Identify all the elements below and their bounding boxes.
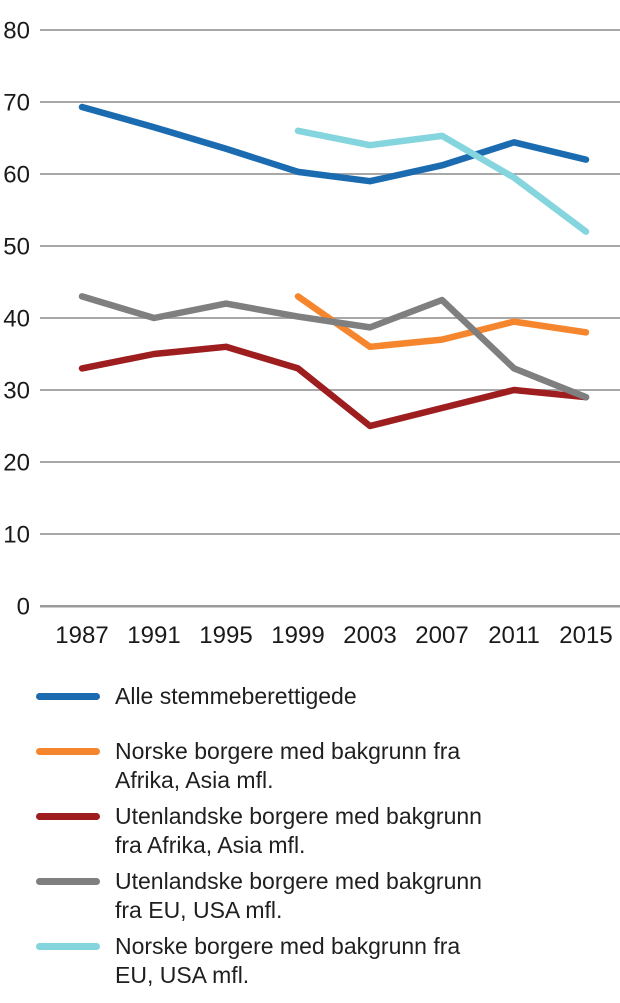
x-tick-label: 2007 (415, 622, 468, 649)
series-line-2 (78, 343, 590, 430)
legend-item-utenlandske-afrika-asia: Utenlandske borgere med bakgrunn fra Afr… (36, 802, 610, 860)
y-tick-label: 50 (3, 234, 30, 261)
legend-label-line: fra EU, USA mfl. (115, 897, 283, 923)
legend-item-alle-stemmeberettigede: Alle stemmeberettigede (36, 682, 610, 711)
legend-label-line: Afrika, Asia mfl. (115, 767, 274, 793)
legend-label: Alle stemmeberettigede (115, 682, 357, 711)
legend-label-line: Norske borgere med bakgrunn fra (115, 933, 461, 959)
x-tick-label: 2015 (559, 622, 612, 649)
y-tick-label: 30 (3, 378, 30, 405)
x-tick-label: 2003 (343, 622, 396, 649)
legend-swatch-gray (36, 878, 100, 885)
legend-swatch-darkred (36, 813, 100, 820)
series-line-1 (294, 293, 590, 351)
legend-label: Norske borgere med bakgrunn fra EU, USA … (115, 932, 460, 990)
y-tick-label: 60 (3, 162, 30, 189)
legend-label-line: Utenlandske borgere med bakgrunn (115, 868, 482, 894)
y-tick-label: 0 (17, 594, 30, 621)
legend-swatch-cyan (36, 943, 100, 950)
x-tick-label: 1991 (127, 622, 180, 649)
series-line-3 (78, 293, 590, 401)
x-tick-label: 1999 (271, 622, 324, 649)
legend-label: Norske borgere med bakgrunn fra Afrika, … (115, 737, 460, 795)
legend-label-line: fra Afrika, Asia mfl. (115, 832, 306, 858)
x-tick-label: 1987 (55, 622, 108, 649)
y-tick-label: 10 (3, 522, 30, 549)
legend-label-line: EU, USA mfl. (115, 962, 250, 988)
legend-label-line: Utenlandske borgere med bakgrunn (115, 803, 482, 829)
y-tick-label: 40 (3, 306, 30, 333)
legend-item-norske-eu-usa: Norske borgere med bakgrunn fra EU, USA … (36, 932, 610, 990)
y-tick-label: 80 (3, 18, 30, 45)
legend-label: Utenlandske borgere med bakgrunn fra EU,… (115, 867, 482, 925)
turnout-line-chart: 0 10 20 30 40 50 60 70 80 1987 1991 1995 1999 2003 200… (3, 18, 620, 649)
legend-label: Utenlandske borgere med bakgrunn fra Afr… (115, 802, 482, 860)
legend-label-line: Norske borgere med bakgrunn fra (115, 738, 461, 764)
legend-item-utenlandske-eu-usa: Utenlandske borgere med bakgrunn fra EU,… (36, 867, 610, 925)
x-tick-label: 2011 (488, 622, 540, 649)
series-line-4 (294, 127, 590, 235)
chart-legend: Alle stemmeberettigede Norske borgere me… (0, 658, 620, 990)
x-tick-label: 1995 (199, 622, 252, 649)
legend-label-line: Alle stemmeberettigede (115, 683, 357, 709)
y-tick-label: 70 (3, 90, 30, 117)
series-line-0 (78, 103, 590, 185)
legend-item-norske-afrika-asia: Norske borgere med bakgrunn fra Afrika, … (36, 737, 610, 795)
legend-swatch-blue (36, 693, 100, 700)
legend-swatch-orange (36, 748, 100, 755)
y-tick-label: 20 (3, 450, 30, 477)
